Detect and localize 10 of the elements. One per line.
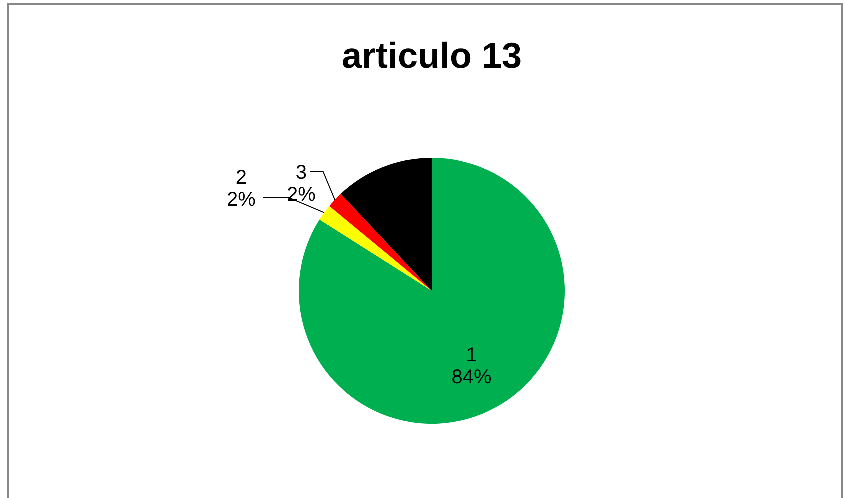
slice-label: 1 xyxy=(466,344,478,366)
pie-slice xyxy=(320,206,432,291)
slice-label: 2 xyxy=(236,167,247,190)
data-label: 2% xyxy=(226,189,256,212)
pie-slice xyxy=(340,158,432,291)
chart-title: articulo 13 xyxy=(342,35,522,76)
data-label: 84% xyxy=(452,366,492,388)
pie-slice xyxy=(330,194,432,291)
slice-label: 3 xyxy=(296,162,307,184)
data-label: 2% xyxy=(286,184,316,206)
